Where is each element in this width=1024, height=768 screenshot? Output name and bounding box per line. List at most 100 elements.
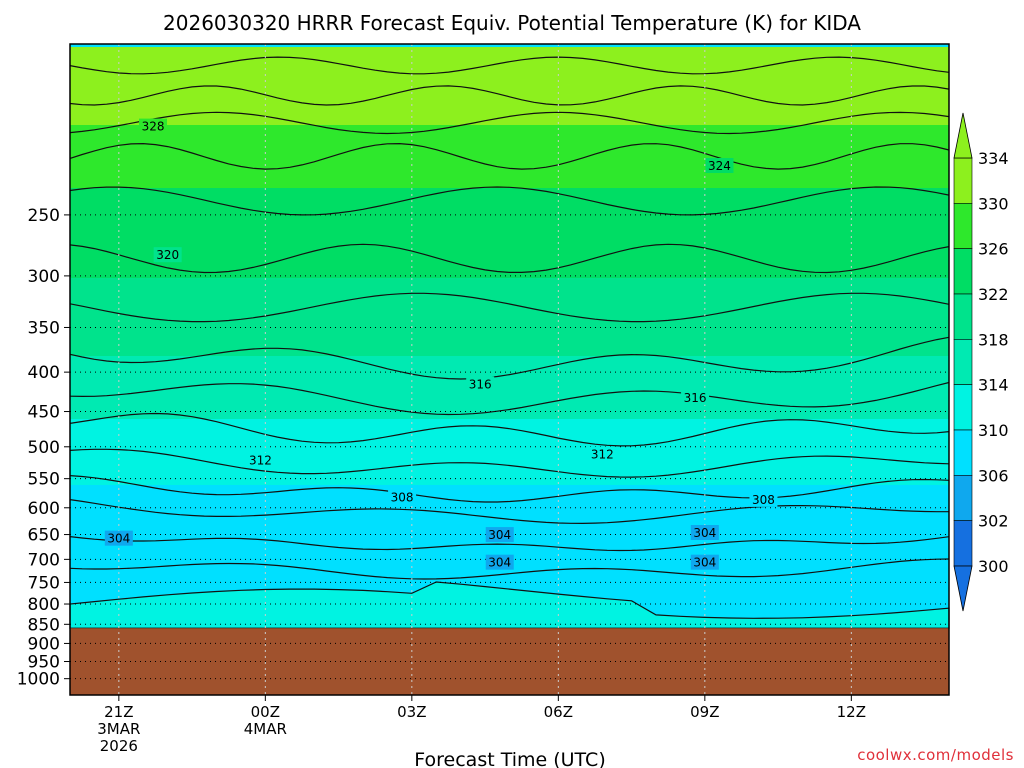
field-band — [70, 455, 949, 458]
field-band — [70, 65, 949, 68]
field-band — [70, 257, 949, 260]
field-band — [70, 281, 949, 284]
field-band — [70, 239, 949, 242]
field-band — [70, 524, 949, 527]
field-band — [70, 461, 949, 464]
contour-label-bg — [388, 489, 417, 505]
field-band — [70, 416, 949, 419]
field-band — [70, 77, 949, 80]
warm-pocket-contour — [69, 581, 950, 629]
field-band — [70, 206, 949, 209]
contour-label-bg — [246, 452, 275, 468]
field-band — [70, 47, 949, 50]
field-band — [70, 365, 949, 368]
field-band — [70, 233, 949, 236]
field-band — [70, 107, 949, 110]
field-band — [70, 272, 949, 275]
field-band — [70, 119, 949, 122]
field-band — [70, 368, 949, 371]
contour-line — [69, 142, 950, 170]
field-band — [70, 149, 949, 152]
field-band — [70, 347, 949, 350]
field-band — [70, 254, 949, 257]
field-band — [70, 374, 949, 377]
contour-label-bg — [153, 247, 182, 263]
chart-title: 2026030320 HRRR Forecast Equiv. Potentia… — [163, 11, 861, 35]
field-band — [70, 89, 949, 92]
field-band — [70, 569, 949, 572]
contour-line — [69, 243, 950, 274]
field-band — [70, 473, 949, 476]
field-band — [70, 290, 949, 293]
contour-label-bg — [588, 446, 617, 462]
field-band — [70, 404, 949, 407]
x-tick-label: 03Z — [397, 703, 426, 721]
field-band — [70, 512, 949, 515]
field-band — [70, 350, 949, 353]
field-band — [70, 545, 949, 548]
field-band — [70, 56, 949, 59]
field-band — [70, 122, 949, 125]
y-tick-label: 600 — [28, 499, 60, 519]
colorbar-swatch — [953, 475, 973, 521]
colorbar-swatch — [953, 520, 973, 567]
field-band — [70, 398, 949, 401]
colorbar-swatch — [953, 293, 973, 340]
field-band — [70, 86, 949, 89]
y-tick-label: 900 — [28, 634, 60, 654]
field-band — [70, 422, 949, 425]
field-band — [70, 542, 949, 545]
contour-label: 304 — [488, 528, 511, 542]
colorbar-swatch — [953, 248, 973, 295]
field-band — [70, 440, 949, 443]
field-band — [70, 401, 949, 404]
y-tick-label: 450 — [28, 403, 60, 423]
field-band — [70, 578, 949, 581]
field-band — [70, 314, 949, 317]
y-tick-label: 250 — [28, 206, 60, 226]
field-band — [70, 338, 949, 341]
field-band — [70, 446, 949, 449]
field-band — [70, 170, 949, 173]
colorbar-level-label: 330 — [978, 194, 1009, 213]
contour-line — [69, 499, 949, 525]
field-band — [70, 317, 949, 320]
field-band — [70, 287, 949, 290]
field-band — [70, 335, 949, 338]
colorbar-legend: 334 330 326 322 318 314 310 306 302 300 — [953, 112, 1009, 612]
field-band — [70, 191, 949, 194]
contour-line — [69, 448, 950, 478]
field-band — [70, 497, 949, 500]
field-band — [70, 353, 949, 356]
colorbar-max-arrow — [953, 112, 973, 159]
field-band — [70, 323, 949, 326]
x-tick-label: 2026 — [100, 737, 138, 755]
field-band — [70, 131, 949, 134]
x-tick-label: 09Z — [690, 703, 719, 721]
field-band — [70, 494, 949, 497]
x-tick-label: 06Z — [544, 703, 573, 721]
contour-label-bg — [705, 157, 734, 173]
field-band — [70, 431, 949, 434]
field-band — [70, 428, 949, 431]
field-band — [70, 230, 949, 233]
contour-line — [69, 475, 950, 503]
field-band — [70, 179, 949, 182]
colorbar-level-label: 334 — [978, 149, 1009, 168]
contour-line — [69, 56, 950, 75]
field-band — [70, 110, 949, 113]
field-band — [70, 407, 949, 410]
field-band — [70, 284, 949, 287]
field-band — [70, 140, 949, 143]
field-band — [70, 128, 949, 131]
field-band — [70, 437, 949, 440]
field-band — [70, 74, 949, 77]
field-band — [70, 521, 949, 524]
field-band — [70, 377, 949, 380]
contour-label-bg — [681, 389, 710, 405]
y-tick-label: 800 — [28, 595, 60, 615]
field-band — [70, 449, 949, 452]
field-band — [70, 413, 949, 416]
